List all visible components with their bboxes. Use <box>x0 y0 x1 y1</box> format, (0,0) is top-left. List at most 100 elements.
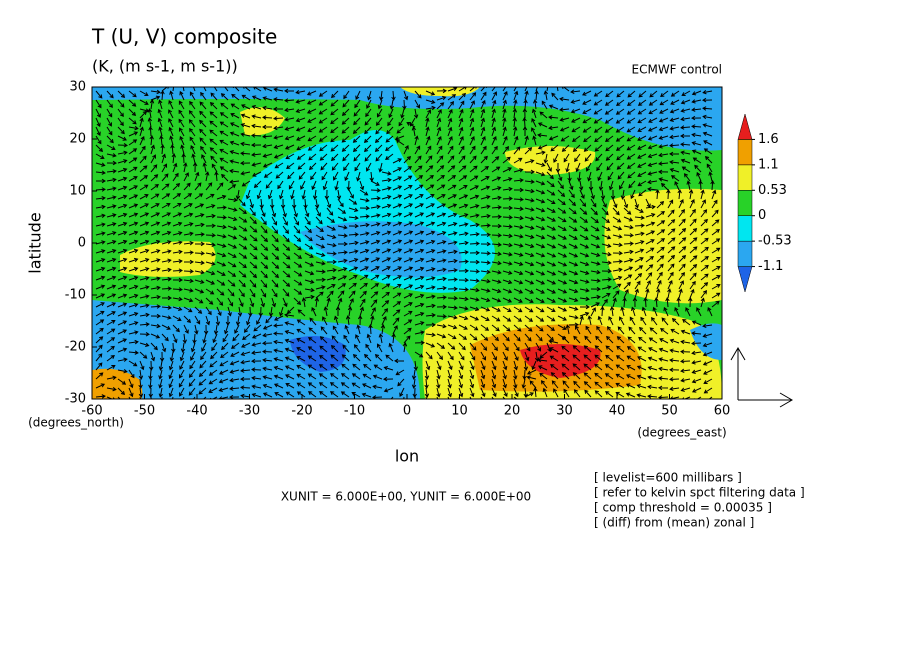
wind-arrow <box>161 305 172 310</box>
wind-arrow <box>296 135 306 141</box>
wind-arrow <box>293 297 302 305</box>
wind-arrow <box>220 351 229 359</box>
wind-arrow <box>337 290 345 299</box>
wind-arrow <box>383 387 394 393</box>
wind-arrow <box>702 333 713 338</box>
wind-arrow <box>150 249 161 254</box>
wind-arrow <box>612 275 623 281</box>
wind-arrow <box>282 279 291 287</box>
wind-arrow <box>138 369 144 380</box>
wind-arrow <box>222 333 229 343</box>
wind-arrow <box>219 130 229 137</box>
wind-arrow <box>469 185 479 191</box>
wind-arrow <box>262 324 273 330</box>
wind-arrow <box>315 277 326 283</box>
wind-arrow <box>436 95 447 101</box>
wind-arrow <box>652 306 658 317</box>
wind-arrow <box>117 378 127 385</box>
wind-arrow <box>252 171 262 177</box>
wind-arrow <box>381 171 392 176</box>
wind-arrow <box>158 378 163 389</box>
wind-arrow <box>535 225 546 231</box>
note: [ refer to kelvin spct filtering data ] <box>594 486 805 500</box>
wind-arrow <box>513 360 518 371</box>
wind-arrow <box>381 266 391 272</box>
wind-arrow <box>469 259 480 265</box>
wind-arrow <box>601 292 611 299</box>
wind-arrow <box>117 221 128 227</box>
wind-arrow <box>502 135 508 146</box>
wind-arrow <box>513 197 524 202</box>
wind-arrow <box>711 238 721 245</box>
field-blob <box>400 87 480 97</box>
wind-arrow <box>447 324 458 330</box>
wind-arrow <box>447 305 458 310</box>
wind-arrow <box>522 108 528 119</box>
wind-arrow <box>203 324 209 335</box>
wind-arrow <box>315 285 326 290</box>
wind-arrow <box>513 333 521 342</box>
wind-arrow <box>513 396 521 399</box>
wind-arrow <box>352 363 361 371</box>
wind-arrow <box>205 251 216 257</box>
wind-arrow <box>403 203 414 209</box>
wind-arrow <box>612 259 623 264</box>
wind-arrow <box>469 126 475 137</box>
wind-arrow <box>626 355 636 362</box>
wind-arrow <box>161 183 170 191</box>
field-blob <box>505 146 596 175</box>
wind-arrow <box>183 315 192 324</box>
wind-arrow <box>268 306 274 317</box>
wind-arrow <box>597 171 603 182</box>
wind-arrow <box>513 215 524 221</box>
wind-arrow <box>502 167 512 173</box>
wind-arrow <box>680 368 691 374</box>
wind-arrow <box>159 351 165 362</box>
wind-arrow <box>370 315 375 326</box>
wind-arrow <box>106 345 115 353</box>
wind-arrow <box>235 189 241 200</box>
wind-arrow <box>377 99 383 110</box>
wind-arrow <box>669 367 680 373</box>
wind-arrow <box>619 180 625 190</box>
wind-arrow <box>669 358 680 363</box>
wind-arrow <box>480 136 486 146</box>
wind-arrow <box>139 396 142 399</box>
wind-arrow <box>262 392 273 398</box>
wind-arrow <box>480 91 487 101</box>
wind-arrow <box>161 212 172 218</box>
wind-arrow <box>656 210 665 218</box>
wind-arrow <box>285 383 295 389</box>
wind-arrow <box>329 391 339 398</box>
wind-arrow <box>117 143 128 148</box>
wind-arrow <box>168 109 174 119</box>
wind-arrow <box>548 115 559 120</box>
wind-arrow <box>194 232 205 237</box>
wind-arrow <box>425 294 436 299</box>
wind-arrow <box>271 243 280 252</box>
wind-arrow <box>213 324 219 335</box>
wind-arrow <box>106 386 117 392</box>
wind-arrow <box>183 306 193 313</box>
wind-arrow <box>502 205 513 211</box>
wind-arrow <box>227 261 237 268</box>
wind-arrow <box>370 204 381 210</box>
wind-arrow <box>150 258 161 263</box>
wind-arrow <box>392 158 402 164</box>
wind-arrow <box>128 90 137 98</box>
wind-arrow <box>356 171 361 182</box>
wind-arrow <box>436 203 447 209</box>
wind-arrow <box>403 90 409 101</box>
wind-arrow <box>425 351 433 360</box>
wind-arrow <box>480 279 491 284</box>
wind-arrow <box>638 90 647 98</box>
wind-arrow <box>297 162 306 170</box>
wind-arrow <box>249 297 255 308</box>
wind-arrow <box>414 248 425 254</box>
wind-arrow <box>370 274 380 281</box>
wind-arrow <box>579 304 590 310</box>
wind-arrow <box>263 171 273 178</box>
wind-arrow <box>238 225 248 232</box>
wind-arrow <box>658 366 669 372</box>
